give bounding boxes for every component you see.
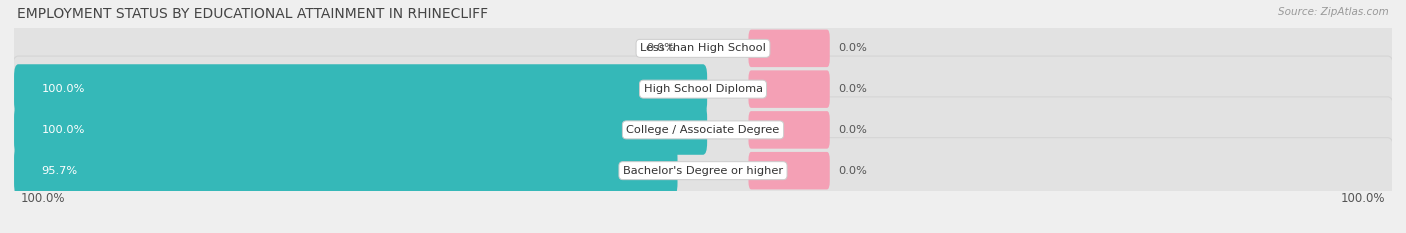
FancyBboxPatch shape [14, 64, 707, 114]
Text: 0.0%: 0.0% [838, 166, 868, 176]
FancyBboxPatch shape [11, 97, 1395, 163]
Text: Source: ZipAtlas.com: Source: ZipAtlas.com [1278, 7, 1389, 17]
Text: Bachelor's Degree or higher: Bachelor's Degree or higher [623, 166, 783, 176]
FancyBboxPatch shape [14, 146, 678, 195]
Text: 95.7%: 95.7% [42, 166, 77, 176]
Text: High School Diploma: High School Diploma [644, 84, 762, 94]
Text: 100.0%: 100.0% [1340, 192, 1385, 205]
FancyBboxPatch shape [11, 138, 1395, 204]
Text: 100.0%: 100.0% [42, 125, 84, 135]
FancyBboxPatch shape [748, 30, 830, 67]
FancyBboxPatch shape [748, 152, 830, 189]
FancyBboxPatch shape [748, 70, 830, 108]
FancyBboxPatch shape [11, 15, 1395, 81]
Text: 0.0%: 0.0% [647, 43, 675, 53]
FancyBboxPatch shape [14, 105, 707, 155]
Text: Less than High School: Less than High School [640, 43, 766, 53]
Text: EMPLOYMENT STATUS BY EDUCATIONAL ATTAINMENT IN RHINECLIFF: EMPLOYMENT STATUS BY EDUCATIONAL ATTAINM… [17, 7, 488, 21]
Text: 100.0%: 100.0% [21, 192, 66, 205]
Text: 0.0%: 0.0% [838, 84, 868, 94]
FancyBboxPatch shape [748, 111, 830, 149]
Text: 100.0%: 100.0% [42, 84, 84, 94]
Text: 0.0%: 0.0% [838, 43, 868, 53]
Text: College / Associate Degree: College / Associate Degree [627, 125, 779, 135]
Text: 0.0%: 0.0% [838, 125, 868, 135]
FancyBboxPatch shape [11, 56, 1395, 122]
